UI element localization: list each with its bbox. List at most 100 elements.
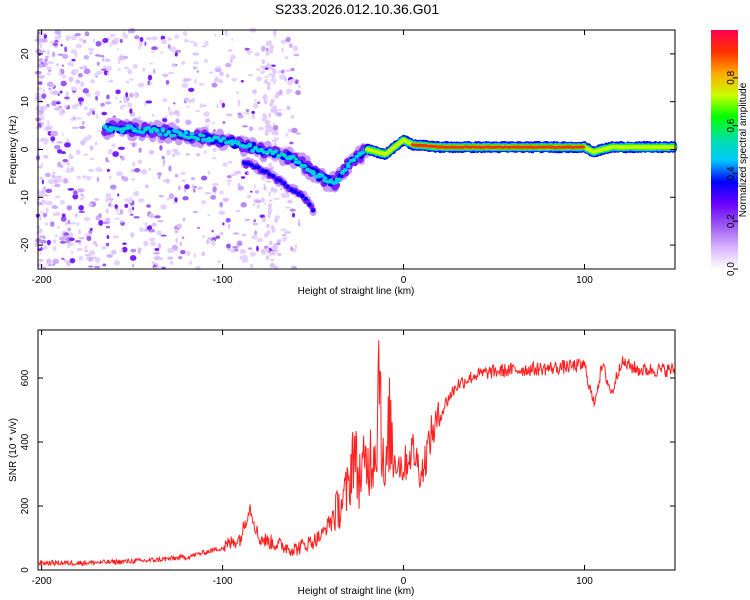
spectrogram-speckle-cell xyxy=(193,252,196,259)
spectrogram-speckle-cell xyxy=(139,226,144,233)
spectrogram-speckle-cell xyxy=(45,188,53,194)
spectrogram-speckle-cell xyxy=(146,225,152,230)
spectrogram-speckle-cell xyxy=(64,46,68,53)
spectrogram-speckle-cell xyxy=(37,263,42,267)
spectrogram-speckle-cell xyxy=(37,63,44,68)
spectrogram-speckle-cell xyxy=(122,242,127,245)
spectrogram-speckle-cell xyxy=(201,45,207,48)
spectrogram-speckle-cell xyxy=(134,93,138,98)
spectrogram-speckle-cell xyxy=(276,239,282,242)
spectrogram-speckle-cell xyxy=(119,220,124,223)
spectrogram-speckle-cell xyxy=(54,39,59,43)
spectrogram-speckle-cell xyxy=(83,216,91,222)
spectrogram-speckle-cell xyxy=(152,68,156,75)
spectrogram-ridge-cell xyxy=(183,130,189,135)
spectrogram-speckle-cell xyxy=(246,194,252,199)
colorbar-tick-label: 0.0 xyxy=(726,262,737,276)
spectrogram-ridge-cell xyxy=(230,142,235,146)
spectrogram-speckle-cell xyxy=(265,67,269,70)
spectrogram-speckle-cell xyxy=(104,58,111,62)
spectrogram-speckle-cell xyxy=(118,55,125,61)
spectrogram-speckle-cell xyxy=(211,240,216,246)
spectrogram-speckle-cell xyxy=(72,116,76,120)
spectrogram-speckle-cell xyxy=(59,240,66,244)
spectrogram-speckle-cell xyxy=(59,200,65,205)
spectrogram-speckle-cell xyxy=(84,31,90,37)
spectrogram-speckle-cell xyxy=(137,82,145,88)
spectrogram-ridge-cell xyxy=(300,193,305,198)
spectrogram-speckle-cell xyxy=(268,112,271,118)
spectrogram-y-tick-label: 10 xyxy=(20,96,31,108)
spectrogram-speckle-cell xyxy=(252,202,256,207)
spectrogram-speckle-cell xyxy=(244,218,251,221)
spectrogram-speckle-cell xyxy=(154,215,161,219)
spectrogram-speckle-cell xyxy=(264,130,269,136)
spectrogram-speckle-cell xyxy=(35,34,42,40)
spectrogram-speckle-cell xyxy=(45,207,49,214)
spectrogram-speckle-cell xyxy=(196,226,201,230)
spectrogram-speckle-cell xyxy=(82,39,87,44)
spectrogram-speckle-cell xyxy=(189,260,193,265)
colorbar-tick-label: 0.4 xyxy=(726,166,737,180)
spectrogram-speckle-cell xyxy=(174,49,182,53)
spectrogram-ridge-cell xyxy=(102,126,107,130)
spectrogram-speckle-cell xyxy=(170,260,174,266)
spectrogram-speckle-cell xyxy=(221,102,226,108)
spectrogram-ridge-cell xyxy=(317,172,322,176)
spectrogram-ridge-cell xyxy=(274,177,279,182)
snr-panel: -200 -100 0 100 0 200 400 600 Height of straigh… xyxy=(8,329,676,597)
spectrogram-y-tick-label: 0 xyxy=(20,146,31,152)
spectrogram-speckle-cell xyxy=(52,239,57,243)
spectrogram-ridge-cell xyxy=(236,142,241,146)
spectrogram-speckle-cell xyxy=(122,246,128,253)
spectrogram-speckle-cell xyxy=(227,248,234,251)
spectrogram-speckle-cell xyxy=(251,234,258,240)
spectrogram-speckle-cell xyxy=(253,184,256,189)
spectrogram-ridge-cell xyxy=(201,134,206,138)
spectrogram-speckle-cell xyxy=(178,185,181,191)
spectrogram-ridge-cell xyxy=(249,162,254,167)
spectrogram-speckle-cell xyxy=(101,111,108,116)
spectrogram-speckle-cell xyxy=(72,193,79,200)
spectrogram-ridge-cell xyxy=(334,177,339,181)
spectrogram-ridge-cell xyxy=(119,129,125,134)
spectrogram-speckle-cell xyxy=(272,80,276,85)
spectrogram-speckle-cell xyxy=(262,113,267,119)
spectrogram-speckle-cell xyxy=(78,210,85,214)
spectrogram-speckle-cell xyxy=(165,178,170,184)
spectrogram-speckle-cell xyxy=(247,73,254,77)
spectrogram-ridge-cell xyxy=(157,132,163,137)
spectrogram-speckle-cell xyxy=(265,255,270,261)
spectrogram-speckle-cell xyxy=(63,232,70,236)
spectrogram-speckle-cell xyxy=(128,196,133,203)
spectrogram-speckle-cell xyxy=(252,89,257,95)
spectrogram-speckle-cell xyxy=(63,104,68,108)
spectrogram-speckle-cell xyxy=(124,203,129,208)
spectrogram-speckle-cell xyxy=(100,102,105,107)
spectrogram-speckle-cell xyxy=(284,206,291,209)
spectrogram-speckle-cell xyxy=(47,61,54,65)
spectrogram-ridge-cell xyxy=(299,163,304,167)
spectrogram-speckle-cell xyxy=(167,71,175,75)
spectrogram-ridge-cell xyxy=(289,187,294,192)
spectrogram-speckle-cell xyxy=(176,114,181,117)
spectrogram-speckle-cell xyxy=(127,102,133,108)
spectrogram-speckle-cell xyxy=(172,102,176,105)
spectrogram-speckle-cell xyxy=(292,45,299,52)
spectrogram-speckle-cell xyxy=(240,80,244,83)
spectrogram-ridge-cell xyxy=(285,184,290,189)
spectrogram-speckle-cell xyxy=(44,172,51,177)
spectrogram-speckle-cell xyxy=(81,121,85,125)
spectrogram-speckle-cell xyxy=(102,37,109,43)
spectrogram-speckle-cell xyxy=(41,121,45,127)
spectrogram-speckle-cell xyxy=(194,78,197,84)
spectrogram-ridge-cell xyxy=(224,140,229,144)
spectrogram-speckle-cell xyxy=(66,205,73,211)
colorbar-tick-label: 0.8 xyxy=(726,70,737,84)
spectrogram-ridge-cell xyxy=(288,155,293,159)
colorbar-tick-label: 0.6 xyxy=(726,118,737,132)
spectrogram-speckle-cell xyxy=(175,118,180,124)
spectrogram-speckle-cell xyxy=(151,113,155,117)
spectrogram-speckle-cell xyxy=(40,210,44,214)
spectrogram-speckle-cell xyxy=(153,251,160,255)
